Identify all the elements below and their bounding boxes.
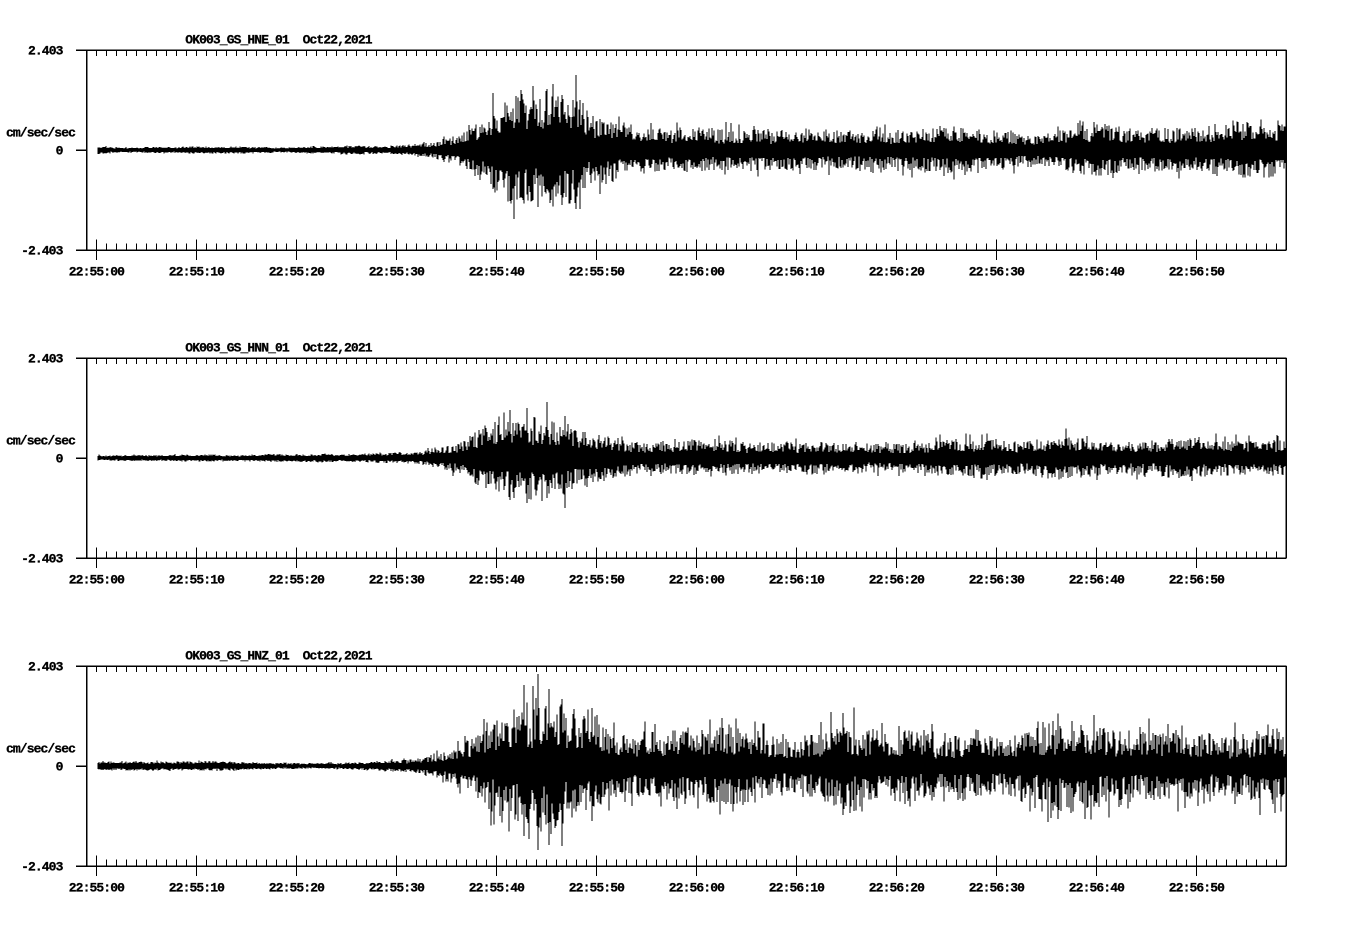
svg-text:22:56:40: 22:56:40	[1069, 881, 1125, 896]
svg-text:22:55:30: 22:55:30	[369, 265, 425, 280]
svg-text:22:55:00: 22:55:00	[69, 265, 125, 280]
svg-text:2.403: 2.403	[28, 352, 64, 367]
svg-text:22:55:00: 22:55:00	[69, 881, 125, 896]
svg-text:22:56:30: 22:56:30	[969, 265, 1025, 280]
svg-text:0: 0	[56, 144, 64, 159]
svg-text:2.403: 2.403	[28, 44, 64, 59]
svg-text:22:55:00: 22:55:00	[69, 573, 125, 588]
svg-text:22:55:30: 22:55:30	[369, 881, 425, 896]
svg-text:22:56:20: 22:56:20	[869, 881, 925, 896]
svg-text:0: 0	[56, 760, 64, 775]
svg-text:OK003_GS_HNN_01 Oct22,2021: OK003_GS_HNN_01 Oct22,2021	[185, 341, 372, 356]
svg-text:22:56:30: 22:56:30	[969, 573, 1025, 588]
svg-text:22:56:40: 22:56:40	[1069, 573, 1125, 588]
svg-text:2.403: 2.403	[28, 660, 64, 675]
svg-text:22:56:10: 22:56:10	[769, 265, 825, 280]
svg-text:22:56:10: 22:56:10	[769, 573, 825, 588]
svg-text:22:55:20: 22:55:20	[269, 265, 325, 280]
svg-text:22:56:00: 22:56:00	[669, 265, 725, 280]
svg-text:cm/sec/sec: cm/sec/sec	[6, 434, 76, 449]
svg-text:22:56:20: 22:56:20	[869, 573, 925, 588]
svg-text:22:56:20: 22:56:20	[869, 265, 925, 280]
svg-text:22:55:50: 22:55:50	[569, 265, 625, 280]
svg-text:22:55:40: 22:55:40	[469, 573, 525, 588]
svg-text:cm/sec/sec: cm/sec/sec	[6, 742, 76, 757]
svg-text:22:55:30: 22:55:30	[369, 573, 425, 588]
svg-text:22:56:10: 22:56:10	[769, 881, 825, 896]
svg-text:22:55:50: 22:55:50	[569, 881, 625, 896]
svg-text:-2.403: -2.403	[21, 860, 64, 875]
svg-text:OK003_GS_HNZ_01 Oct22,2021: OK003_GS_HNZ_01 Oct22,2021	[185, 649, 372, 664]
svg-text:22:56:50: 22:56:50	[1169, 881, 1225, 896]
svg-text:22:56:00: 22:56:00	[669, 881, 725, 896]
svg-text:22:56:50: 22:56:50	[1169, 573, 1225, 588]
svg-text:22:55:20: 22:55:20	[269, 881, 325, 896]
svg-text:22:55:40: 22:55:40	[469, 265, 525, 280]
svg-text:22:56:50: 22:56:50	[1169, 265, 1225, 280]
svg-text:22:55:40: 22:55:40	[469, 881, 525, 896]
svg-text:OK003_GS_HNE_01 Oct22,2021: OK003_GS_HNE_01 Oct22,2021	[185, 33, 372, 48]
svg-text:22:55:20: 22:55:20	[269, 573, 325, 588]
svg-text:22:55:10: 22:55:10	[169, 573, 225, 588]
svg-text:0: 0	[56, 452, 64, 467]
svg-text:22:56:30: 22:56:30	[969, 881, 1025, 896]
svg-text:-2.403: -2.403	[21, 244, 64, 259]
svg-text:22:55:50: 22:55:50	[569, 573, 625, 588]
svg-text:22:55:10: 22:55:10	[169, 881, 225, 896]
svg-text:cm/sec/sec: cm/sec/sec	[6, 126, 76, 141]
svg-text:-2.403: -2.403	[21, 552, 64, 567]
svg-text:22:56:00: 22:56:00	[669, 573, 725, 588]
svg-text:22:56:40: 22:56:40	[1069, 265, 1125, 280]
svg-text:22:55:10: 22:55:10	[169, 265, 225, 280]
